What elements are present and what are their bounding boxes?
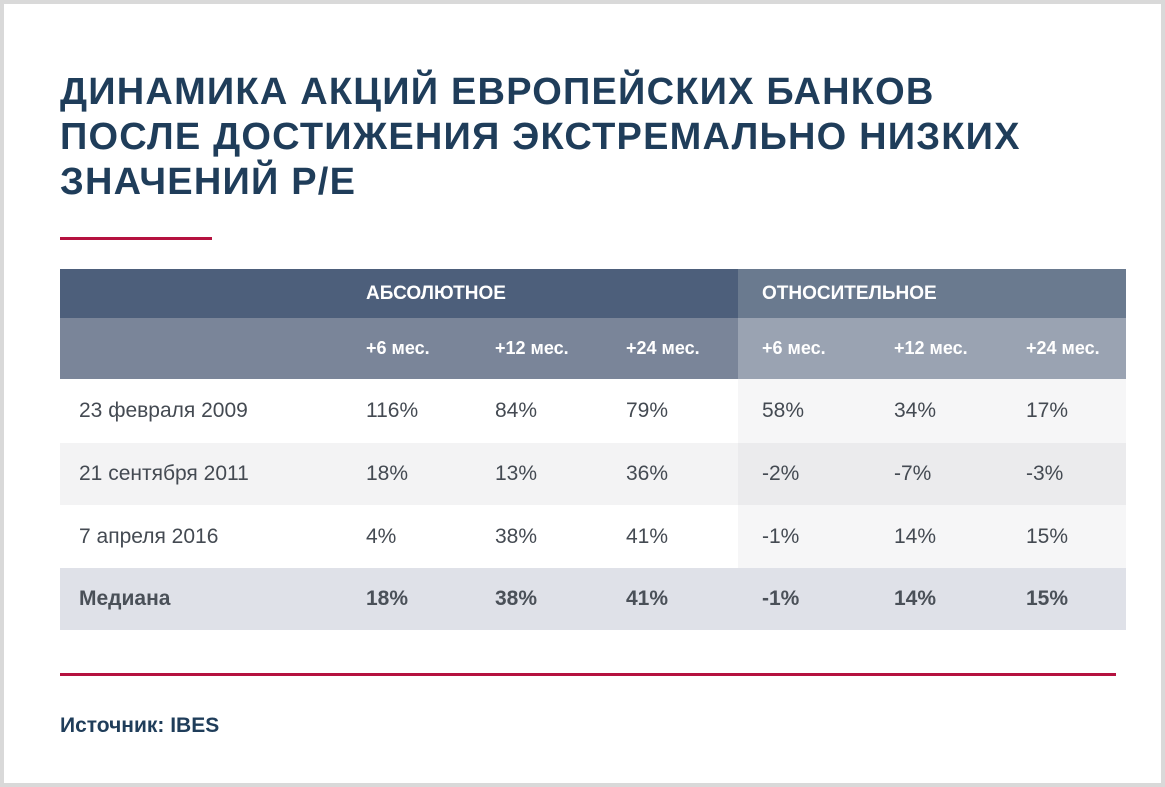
table-cell: 84% [495,399,538,422]
table-cell: 36% [626,462,669,485]
period-header: +6 мес. [366,338,430,358]
period-header: +12 мес. [495,338,569,358]
row-date-label: 21 сентября 2011 [79,462,249,485]
table-cell: 38% [495,524,538,548]
period-header: +6 мес. [762,338,826,358]
table-cell: 116% [366,399,419,422]
table-cell: -2% [762,462,800,485]
table-cell: 41% [626,587,669,610]
table-cell: 4% [366,524,397,548]
title-underline [60,237,212,240]
table-cell: 41% [626,524,669,548]
table-cell: 38% [495,587,538,610]
table-cell: 18% [366,587,409,610]
table-cell: 15% [1026,587,1069,610]
row-median-label: Медиана [79,587,171,610]
table-cell: 34% [894,399,937,422]
period-header-row: +6 мес. +12 мес. +24 мес. +6 мес. +12 ме… [60,318,1126,379]
table-cell: 14% [894,524,937,548]
period-header: +24 мес. [626,338,700,358]
title-line-3: ЗНАЧЕНИЙ P/E [60,161,357,203]
footer-divider [60,673,1116,676]
table-row: 23 февраля 2009 116% 84% 79% 58% 34% 17% [60,379,1126,443]
performance-table: АБСОЛЮТНОЕ ОТНОСИТЕЛЬНОЕ +6 мес. +12 мес… [60,269,1126,630]
table-cell: -1% [762,587,800,610]
group-header-absolute: АБСОЛЮТНОЕ [366,282,506,304]
table-cell: -3% [1026,462,1064,485]
source-note: Источник: IBES [60,714,220,737]
group-header-row: АБСОЛЮТНОЕ ОТНОСИТЕЛЬНОЕ [60,269,1126,318]
title-line-1: ДИНАМИКА АКЦИЙ ЕВРОПЕЙСКИХ БАНКОВ [60,71,935,113]
table-cell: 17% [1026,399,1069,422]
title-line-2: ПОСЛЕ ДОСТИЖЕНИЯ ЭКСТРЕМАЛЬНО НИЗКИХ [60,116,1021,158]
page-title: ДИНАМИКА АКЦИЙ ЕВРОПЕЙСКИХ БАНКОВ ПОСЛЕ … [60,70,1021,205]
group-header-relative: ОТНОСИТЕЛЬНОЕ [762,282,937,304]
table-cell: 13% [495,462,538,485]
table-cell: 15% [1026,524,1069,548]
table-cell: 18% [366,462,409,485]
period-header: +24 мес. [1026,338,1100,358]
table-row: 7 апреля 2016 4% 38% 41% -1% 14% 15% [60,505,1126,568]
table-row: 21 сентября 2011 18% 13% 36% -2% -7% -3% [60,443,1126,505]
table-cell: 58% [762,399,805,422]
row-date-label: 7 апреля 2016 [79,524,219,548]
table-cell: 14% [894,587,937,610]
row-date-label: 23 февраля 2009 [79,399,248,422]
table-cell: 79% [626,399,669,422]
table-cell: -1% [762,524,800,548]
median-row: Медиана 18% 38% 41% -1% 14% 15% [60,568,1126,630]
table-cell: -7% [894,462,932,485]
period-header: +12 мес. [894,338,968,358]
